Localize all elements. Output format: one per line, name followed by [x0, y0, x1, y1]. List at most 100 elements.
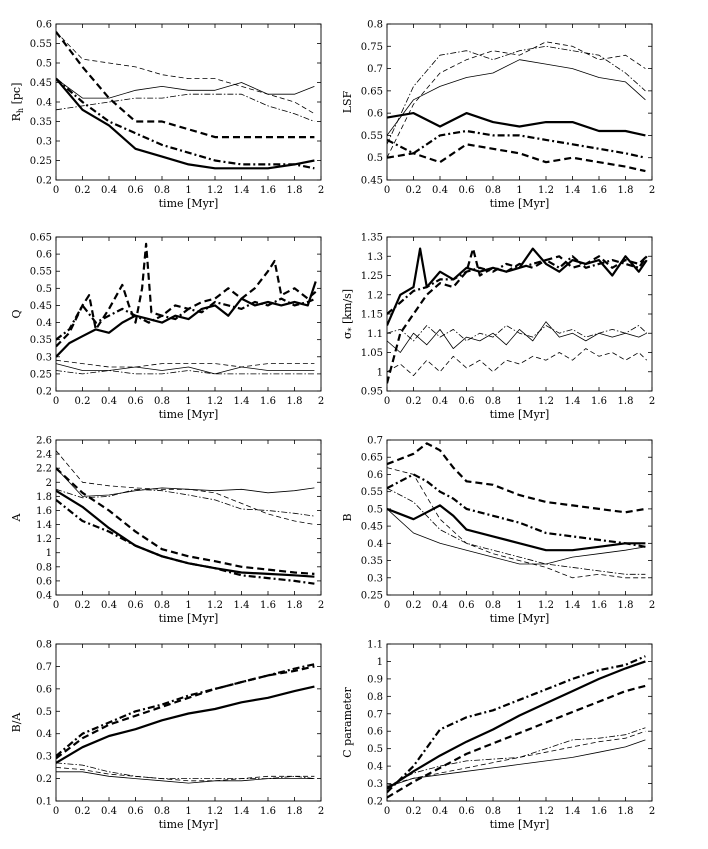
y-tick-label: 0.45 — [361, 176, 383, 187]
x-tick-label: 0.6 — [459, 806, 475, 817]
plot-frame — [386, 439, 653, 596]
x-tick-label: 1 — [185, 806, 191, 817]
y-tick-label: 0.3 — [36, 352, 52, 363]
y-tick-label: 0.3 — [36, 752, 52, 763]
series-line-thin-solid — [56, 363, 315, 375]
x-tick-label: 2 — [649, 806, 655, 817]
y-tick-label: 1.1 — [367, 640, 383, 651]
y-tick-label: 0.7 — [367, 64, 383, 75]
chart-panel-3: 0 0.2 0.4 0.6 0.8 1 1.2 1.4 1.6 1.8 20.20.250.30.3… — [10, 233, 324, 422]
x-axis-label: time [Myr] — [490, 818, 550, 831]
series-line-thick-dashdot — [387, 473, 646, 548]
x-tick-label: 2 — [318, 185, 324, 196]
x-tick-label: 0.2 — [406, 396, 422, 407]
series-line-thin-solid — [56, 467, 315, 497]
x-tick-label: 0 — [53, 396, 59, 407]
x-tick-label: 0.8 — [485, 806, 501, 817]
x-tick-label: 0.8 — [154, 396, 170, 407]
y-tick-label: 0.7 — [36, 662, 52, 673]
x-tick-label: 0.4 — [101, 185, 117, 196]
y-tick-label: 0.1 — [36, 797, 52, 808]
x-tick-label: 1.8 — [287, 396, 303, 407]
x-tick-label: 0.2 — [406, 806, 422, 817]
y-tick-label: 0.6 — [36, 684, 52, 695]
y-axis-label-subscript: * — [347, 328, 356, 332]
y-tick-label: 0.3 — [367, 573, 383, 584]
x-tick-label: 1.2 — [207, 600, 223, 611]
y-axis-label: C parameter — [341, 687, 354, 758]
x-tick-label: 0.4 — [432, 806, 448, 817]
x-tick-label: 0.8 — [485, 396, 501, 407]
y-tick-label: 0.35 — [30, 117, 52, 128]
x-axis-label: time [Myr] — [490, 612, 550, 625]
series-line-thick-solid — [387, 112, 646, 137]
series-line-thick-solid — [56, 281, 317, 358]
x-tick-label: 2 — [649, 396, 655, 407]
series-line-thick-dashed — [387, 442, 646, 514]
x-tick-label: 2 — [649, 600, 655, 611]
x-tick-label: 1.8 — [618, 185, 634, 196]
y-tick-label: 0.6 — [36, 576, 52, 587]
y-axis-label-main: LSF — [341, 90, 354, 113]
x-tick-label: 1.4 — [234, 185, 250, 196]
y-axis-label: B/A — [10, 712, 23, 733]
series-line-thin-solid — [56, 78, 315, 99]
x-tick-label: 1.2 — [538, 396, 554, 407]
y-axis-label-main: B — [341, 513, 354, 521]
y-axis-label: Q — [10, 309, 23, 318]
y-tick-label: 1.05 — [361, 348, 383, 359]
x-axis-label: time [Myr] — [490, 408, 550, 421]
series-line-thick-solid — [56, 685, 315, 764]
series-line-thin-dashed — [56, 450, 315, 525]
x-tick-label: 0.4 — [101, 600, 117, 611]
x-tick-label: 1.6 — [591, 806, 607, 817]
y-tick-label: 0.5 — [367, 504, 383, 515]
series-line-thin-dashdot — [387, 325, 647, 342]
series-line-thin-dashed — [387, 467, 646, 579]
series-line-thick-solid — [387, 504, 646, 552]
x-tick-label: 1.8 — [618, 396, 634, 407]
series-line-thick-dashdot — [56, 499, 315, 585]
chart-panel-8: 0 0.2 0.4 0.6 0.8 1 1.2 1.4 1.6 1.8 20.20.30.40.50… — [341, 640, 655, 832]
plot-frame — [55, 23, 322, 181]
x-tick-label: 0.2 — [75, 185, 91, 196]
x-axis-label: time [Myr] — [490, 197, 550, 210]
x-tick-label: 0 — [384, 396, 390, 407]
y-axis-label: B — [341, 513, 354, 521]
y-axis-label: Rh [pc] — [10, 83, 25, 122]
series-line-thin-dashdot — [387, 727, 646, 788]
y-tick-label: 0.25 — [30, 156, 52, 167]
y-axis-label: LSF — [341, 90, 354, 113]
x-tick-label: 0.4 — [101, 806, 117, 817]
y-tick-label: 2 — [46, 478, 52, 489]
series-line-thin-solid — [387, 739, 646, 788]
series-line-thin-dashed — [387, 730, 646, 786]
x-tick-label: 0.4 — [432, 600, 448, 611]
y-tick-label: 0.55 — [361, 131, 383, 142]
series-line-thin-solid — [387, 59, 646, 136]
x-axis-label: time [Myr] — [159, 612, 219, 625]
x-tick-label: 1.4 — [565, 185, 581, 196]
plot-frame — [386, 23, 653, 181]
x-tick-label: 0.4 — [432, 185, 448, 196]
x-axis-label: time [Myr] — [159, 197, 219, 210]
x-tick-label: 0.2 — [75, 396, 91, 407]
x-tick-label: 1.8 — [618, 806, 634, 817]
x-tick-label: 0.6 — [459, 185, 475, 196]
y-tick-label: 0.45 — [30, 78, 52, 89]
x-tick-label: 1.4 — [565, 600, 581, 611]
y-tick-label: 0.55 — [361, 487, 383, 498]
y-tick-label: 0.25 — [30, 369, 52, 380]
y-tick-label: 0.8 — [36, 562, 52, 573]
y-tick-label: 1 — [46, 548, 52, 559]
x-tick-label: 1.8 — [618, 600, 634, 611]
series-line-thin-dashed — [387, 41, 646, 158]
x-tick-label: 2 — [318, 396, 324, 407]
chart-panel-2: 0 0.2 0.4 0.6 0.8 1 1.2 1.4 1.6 1.8 2 0.45 0.5 0.55 0.… — [341, 20, 655, 211]
x-tick-label: 2 — [649, 185, 655, 196]
y-axis-label-unit: [pc] — [10, 83, 23, 108]
y-tick-label: 0.5 — [367, 744, 383, 755]
x-tick-label: 1.8 — [287, 185, 303, 196]
series-line-thick-solid — [387, 247, 648, 326]
y-tick-label: 1.2 — [367, 290, 383, 301]
